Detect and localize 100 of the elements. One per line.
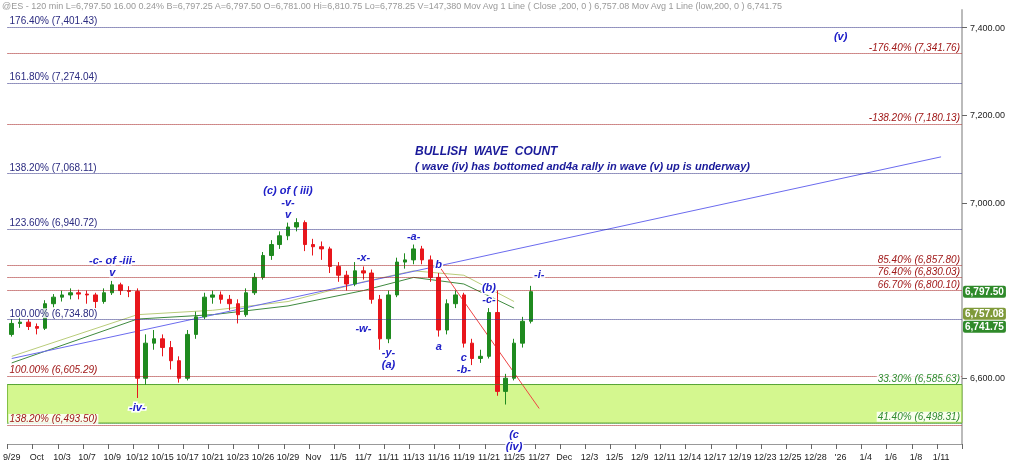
candlestick xyxy=(361,265,366,281)
candlestick xyxy=(520,316,525,349)
ref-line-label: -138.20% (7,180.13) xyxy=(868,112,960,124)
x-tick-label: Nov xyxy=(305,451,322,462)
candlestick xyxy=(420,245,424,265)
annotation: -w- xyxy=(355,322,372,335)
candlestick xyxy=(102,287,106,305)
candlestick xyxy=(344,270,349,292)
ref-line-label: 100.00% (6,605.29) xyxy=(9,364,98,376)
annotation: -x- xyxy=(356,251,371,264)
x-tick-label: 11/7 xyxy=(354,451,372,462)
candlestick xyxy=(227,294,232,311)
x-tick-label: 12/3 xyxy=(580,451,599,462)
annotation: -c- of -iii- v xyxy=(88,253,136,278)
candlestick xyxy=(403,252,407,270)
ref-line-label: 176.40% (7,401.43) xyxy=(9,15,98,27)
x-tick-label: 10/17 xyxy=(176,451,199,462)
x-tick-label: 10/7 xyxy=(78,451,96,462)
annotation: -a- xyxy=(406,229,421,242)
x-tick-label: 12/19 xyxy=(728,451,752,462)
candlestick xyxy=(160,333,165,357)
x-tick-label: 12/11 xyxy=(653,451,676,462)
x-tick-label: 11/16 xyxy=(427,451,450,462)
candlestick xyxy=(110,280,114,296)
candlestick xyxy=(236,298,240,324)
candlestick xyxy=(503,373,508,406)
candlestick xyxy=(487,307,491,360)
candlestick xyxy=(478,349,483,364)
x-tick-label: 12/23 xyxy=(753,451,777,462)
text: 6,741.75 xyxy=(965,321,1005,333)
x-tick-label: 9/29 xyxy=(2,451,21,462)
y-tick-label: 7,000.00 xyxy=(970,197,1006,208)
candlestick xyxy=(35,322,39,335)
annotation: -y- (a) xyxy=(381,346,396,371)
candlestick xyxy=(286,222,290,241)
candlestick xyxy=(462,292,466,349)
candlestick xyxy=(311,238,315,256)
x-tick-label: Oct xyxy=(29,451,45,462)
x-tick-label: 11/27 xyxy=(528,451,551,462)
candlestick xyxy=(60,290,64,303)
candlestick xyxy=(85,290,89,305)
ref-line-label: 76.40% (6,830.03) xyxy=(877,265,960,277)
candlestick xyxy=(395,257,399,298)
candlestick xyxy=(277,230,282,250)
x-tick-label: 10/12 xyxy=(126,451,149,462)
candlestick xyxy=(210,290,215,305)
ref-line-label: 138.20% (6,493.50) xyxy=(9,413,98,425)
annotation: -i- xyxy=(534,268,545,281)
candlestick xyxy=(169,340,173,370)
x-tick-label: 12/28 xyxy=(804,451,827,462)
text: 6,797.50 xyxy=(965,286,1005,298)
candlestick xyxy=(512,338,516,381)
x-tick-label: 10/21 xyxy=(201,451,224,462)
candlestick xyxy=(143,333,148,386)
x-tick-label: 11/21 xyxy=(478,451,500,462)
candlestick xyxy=(261,251,265,281)
candlestick xyxy=(76,289,81,300)
candlestick xyxy=(9,318,14,338)
candlestick xyxy=(177,355,181,384)
x-tick-label: 12/14 xyxy=(678,451,702,462)
x-tick-label: Dec xyxy=(556,451,573,462)
x-tick-label: 12/17 xyxy=(703,451,727,462)
x-tick-label: 11/13 xyxy=(402,451,425,462)
x-tick-label: 12/25 xyxy=(779,451,802,462)
candlestick xyxy=(353,261,357,287)
annotation: c -b- xyxy=(456,350,472,375)
x-tick-label: 1/4 xyxy=(859,451,872,462)
x-tick-label: 1/8 xyxy=(909,451,923,462)
text: BULLISH WAVE COUNT xyxy=(415,144,560,158)
x-tick-label: 1/6 xyxy=(884,451,898,462)
candlestick xyxy=(319,240,324,261)
x-tick-label: 11/5 xyxy=(329,451,347,462)
candlestick xyxy=(436,272,441,338)
candlestick xyxy=(51,293,56,308)
candlestick xyxy=(445,298,449,335)
x-tick-label: 11/25 xyxy=(503,451,525,462)
x-tick-label: '26 xyxy=(834,451,847,462)
candlestick xyxy=(127,285,131,298)
candlestick xyxy=(26,318,31,331)
x-tick-label: 10/3 xyxy=(53,451,71,462)
candlestick xyxy=(453,290,458,309)
candlestick xyxy=(529,285,533,324)
x-tick-label: 11/11 xyxy=(377,451,400,462)
candlestick xyxy=(303,219,307,252)
candlestick xyxy=(244,287,248,318)
x-tick-label: 12/9 xyxy=(630,451,649,462)
ref-line-label: 85.40% (6,857.80) xyxy=(877,253,960,265)
y-tick-label: 7,400.00 xyxy=(970,22,1006,33)
candlestick xyxy=(495,290,500,397)
ref-line-label: 123.60% (6,940.72) xyxy=(9,217,98,229)
annotation: @ES - 120 min L=6,797.50 16.00 0.24% B=6,797.25 A=6,797.50 O=6,781.00 Hi=6,810.75 Lo=6,778.25 V=147,380 Mov Avg 1 Line ( Close ,200, 0 ) 6,757.08 Mov Avg 1 Line (low,200, 0 ) 6,741.75 xyxy=(2,0,783,11)
candlestick xyxy=(252,272,257,296)
candlestick xyxy=(219,290,223,305)
candlestick xyxy=(328,246,332,274)
ref-line-label: 41.40% (6,498.31) xyxy=(877,411,960,423)
x-tick-label: 10/29 xyxy=(276,451,300,462)
candlestick xyxy=(269,239,274,261)
candlestick xyxy=(336,261,341,283)
candlestick xyxy=(185,329,190,381)
annotation: (c) of ( iii) -v- v xyxy=(263,183,314,220)
